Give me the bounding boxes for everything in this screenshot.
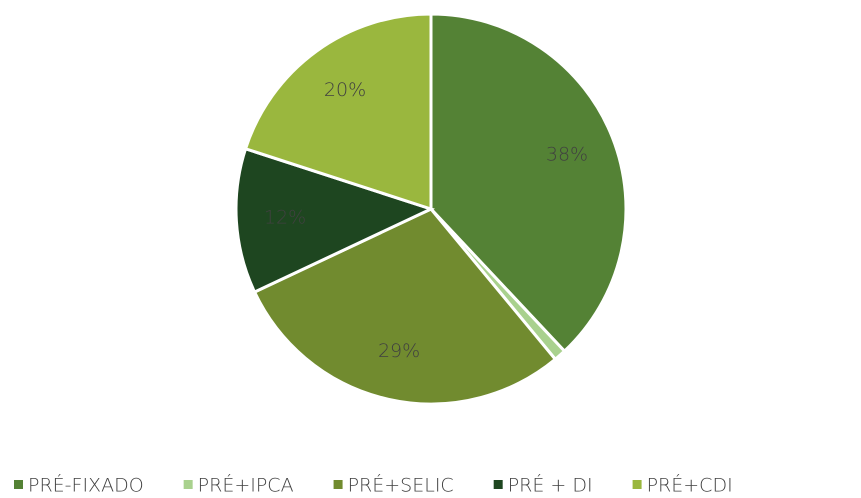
legend-label: PRÉ + DI	[508, 474, 593, 497]
pie-slice	[429, 12, 628, 354]
legend-label: PRÉ+SELIC	[348, 474, 454, 497]
pie-slice	[243, 12, 433, 212]
legend-swatch	[493, 480, 503, 489]
data-label: 20%	[324, 79, 366, 101]
legend-swatch	[333, 480, 343, 489]
data-label: 12%	[264, 207, 306, 229]
legend-swatch	[632, 480, 642, 489]
legend-swatch	[183, 480, 193, 489]
legend-label: PRÉ+CDI	[647, 474, 733, 497]
data-label: 38%	[546, 144, 588, 166]
legend-label: PRÉ+IPCA	[198, 474, 294, 497]
data-label: 29%	[378, 340, 420, 362]
legend-label: PRÉ-FIXADO	[28, 474, 144, 497]
pie-slice	[234, 146, 436, 295]
legend-swatch	[14, 480, 23, 489]
